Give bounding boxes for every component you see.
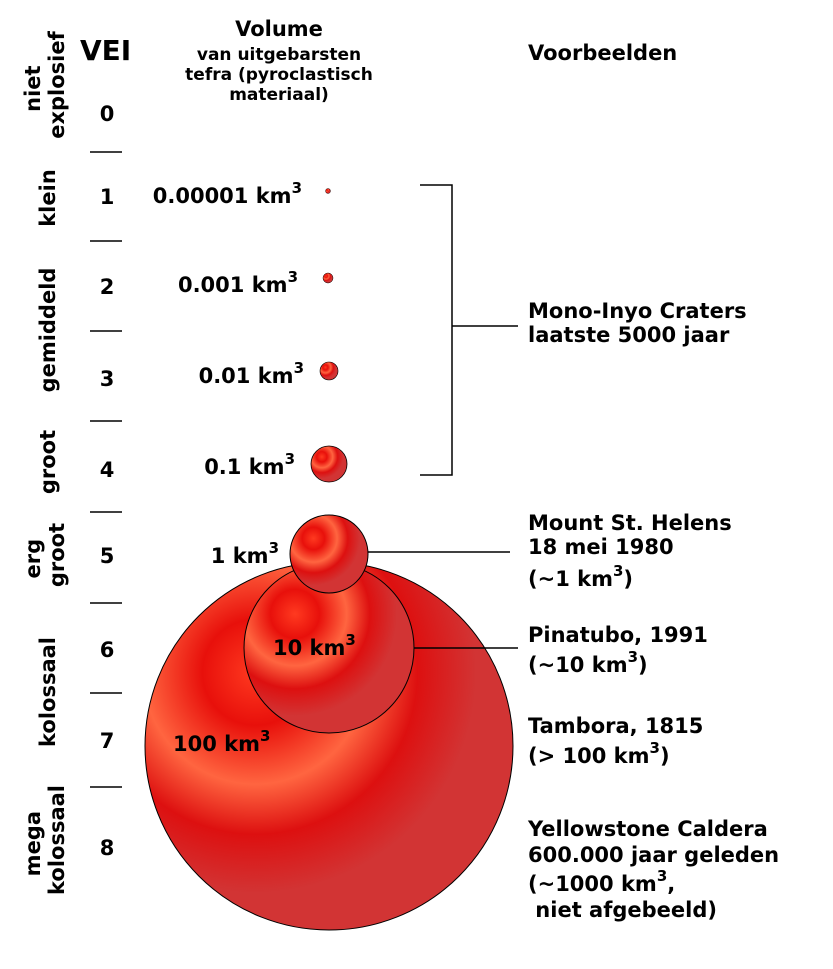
- category-niet-explosief: niet explosief: [21, 30, 69, 138]
- vei-level-8: 8: [100, 836, 115, 860]
- sphere-vei-2: [322, 272, 334, 284]
- category-line: explosief: [45, 30, 69, 138]
- volume-exp: 3: [345, 631, 355, 649]
- volume-base: (> 100 km: [528, 744, 650, 768]
- sphere-vei-3: [319, 361, 339, 381]
- volume-base: (~10 km: [528, 653, 628, 677]
- vei-level-4: 4: [100, 458, 115, 482]
- volume-subtitle-1: van uitgebarsten: [197, 45, 361, 65]
- volume-close: ): [623, 567, 633, 591]
- vei-level-1: 1: [100, 185, 115, 209]
- sphere-vei-5: [289, 514, 369, 594]
- example-line: laatste 5000 jaar: [528, 323, 730, 347]
- category-line: erg: [21, 539, 45, 579]
- vei-level-6: 6: [100, 638, 115, 662]
- example-line: 600.000 jaar geleden: [528, 843, 779, 867]
- example-line: Mono-Inyo Craters: [528, 299, 747, 323]
- volume-close: ,: [667, 872, 675, 896]
- volume-subtitle-2: tefra (pyroclastisch: [185, 65, 373, 85]
- volume-exp: 3: [613, 562, 623, 580]
- sphere-vei-4: [310, 445, 348, 483]
- volume-label-7: 100 km3: [173, 727, 270, 756]
- volume-label-6: 10 km3: [273, 631, 356, 660]
- vei-level-5: 5: [100, 544, 115, 568]
- sphere-vei-1: [325, 188, 331, 194]
- examples-title: Voorbeelden: [528, 41, 677, 65]
- volume-base: 0.00001 km: [153, 184, 292, 208]
- example-pinatubo: Pinatubo, 1991: [528, 623, 708, 647]
- example-mono-inyo: Mono-Inyo Craters laatste 5000 jaar: [528, 299, 754, 347]
- volume-base: 100 km: [173, 732, 260, 756]
- volume-base: 0.001 km: [178, 273, 288, 297]
- example-yellowstone-volume: (~1000 km3,: [528, 867, 675, 896]
- example-yellowstone-note: niet afgebeeld): [528, 898, 717, 922]
- volume-base: 10 km: [273, 636, 345, 660]
- category-line: niet: [21, 65, 45, 111]
- volume-exp: 3: [657, 867, 667, 885]
- vei-level-7: 7: [100, 729, 115, 753]
- volume-label-1: 0.00001 km3: [153, 179, 302, 208]
- volume-label-3: 0.01 km3: [199, 359, 304, 388]
- example-tambora-volume: (> 100 km3): [528, 739, 670, 768]
- vei-level-2: 2: [100, 275, 115, 299]
- volume-title: Volume: [235, 17, 323, 41]
- volume-exp: 3: [294, 359, 304, 377]
- volume-label-4: 0.1 km3: [204, 450, 295, 479]
- bracket-line: [420, 184, 453, 476]
- level-separators: [90, 151, 122, 788]
- volume-subtitle-3: materiaal): [229, 85, 329, 105]
- vei-level-0: 0: [100, 102, 115, 126]
- volume-exp: 3: [628, 648, 638, 666]
- example-st-helens-volume: (~1 km3): [528, 562, 633, 591]
- example-tambora: Tambora, 1815: [528, 714, 703, 738]
- example-line: 18 mei 1980: [528, 535, 674, 559]
- volume-base: 0.01 km: [199, 364, 294, 388]
- category-klein: klein: [36, 169, 60, 227]
- vei-header: VEI: [80, 34, 131, 67]
- volume-label-2: 0.001 km3: [178, 268, 298, 297]
- volume-exp: 3: [269, 539, 279, 557]
- example-yellowstone: Yellowstone Caldera 600.000 jaar geleden: [527, 817, 779, 867]
- category-groot: groot: [36, 430, 60, 494]
- mono-inyo-bracket: [420, 184, 518, 476]
- example-pinatubo-volume: (~10 km3): [528, 648, 648, 677]
- volume-close: ): [638, 653, 648, 677]
- vei-level-3: 3: [100, 367, 115, 391]
- example-st-helens: Mount St. Helens 18 mei 1980: [528, 511, 739, 559]
- volume-exp: 3: [650, 739, 660, 757]
- volume-close: ): [660, 744, 670, 768]
- example-line: Yellowstone Caldera: [527, 817, 768, 841]
- volume-base: (~1 km: [528, 567, 613, 591]
- example-line: Mount St. Helens: [528, 511, 732, 535]
- volume-base: 0.1 km: [204, 455, 284, 479]
- volume-base: (~1000 km: [528, 872, 657, 896]
- category-mega-kolossaal: mega kolossaal: [21, 785, 69, 895]
- category-gemiddeld: gemiddeld: [36, 268, 60, 393]
- volume-exp: 3: [260, 727, 270, 745]
- category-erg-groot: erg groot: [21, 523, 69, 587]
- volume-base: 1 km: [211, 544, 269, 568]
- category-line: mega: [21, 811, 45, 876]
- volume-exp: 3: [288, 268, 298, 286]
- category-line: kolossaal: [45, 785, 69, 895]
- volume-label-5: 1 km3: [211, 539, 279, 568]
- volume-exp: 3: [292, 179, 302, 197]
- volume-exp: 3: [285, 450, 295, 468]
- category-kolossaal: kolossaal: [36, 637, 60, 747]
- category-line: groot: [45, 523, 69, 587]
